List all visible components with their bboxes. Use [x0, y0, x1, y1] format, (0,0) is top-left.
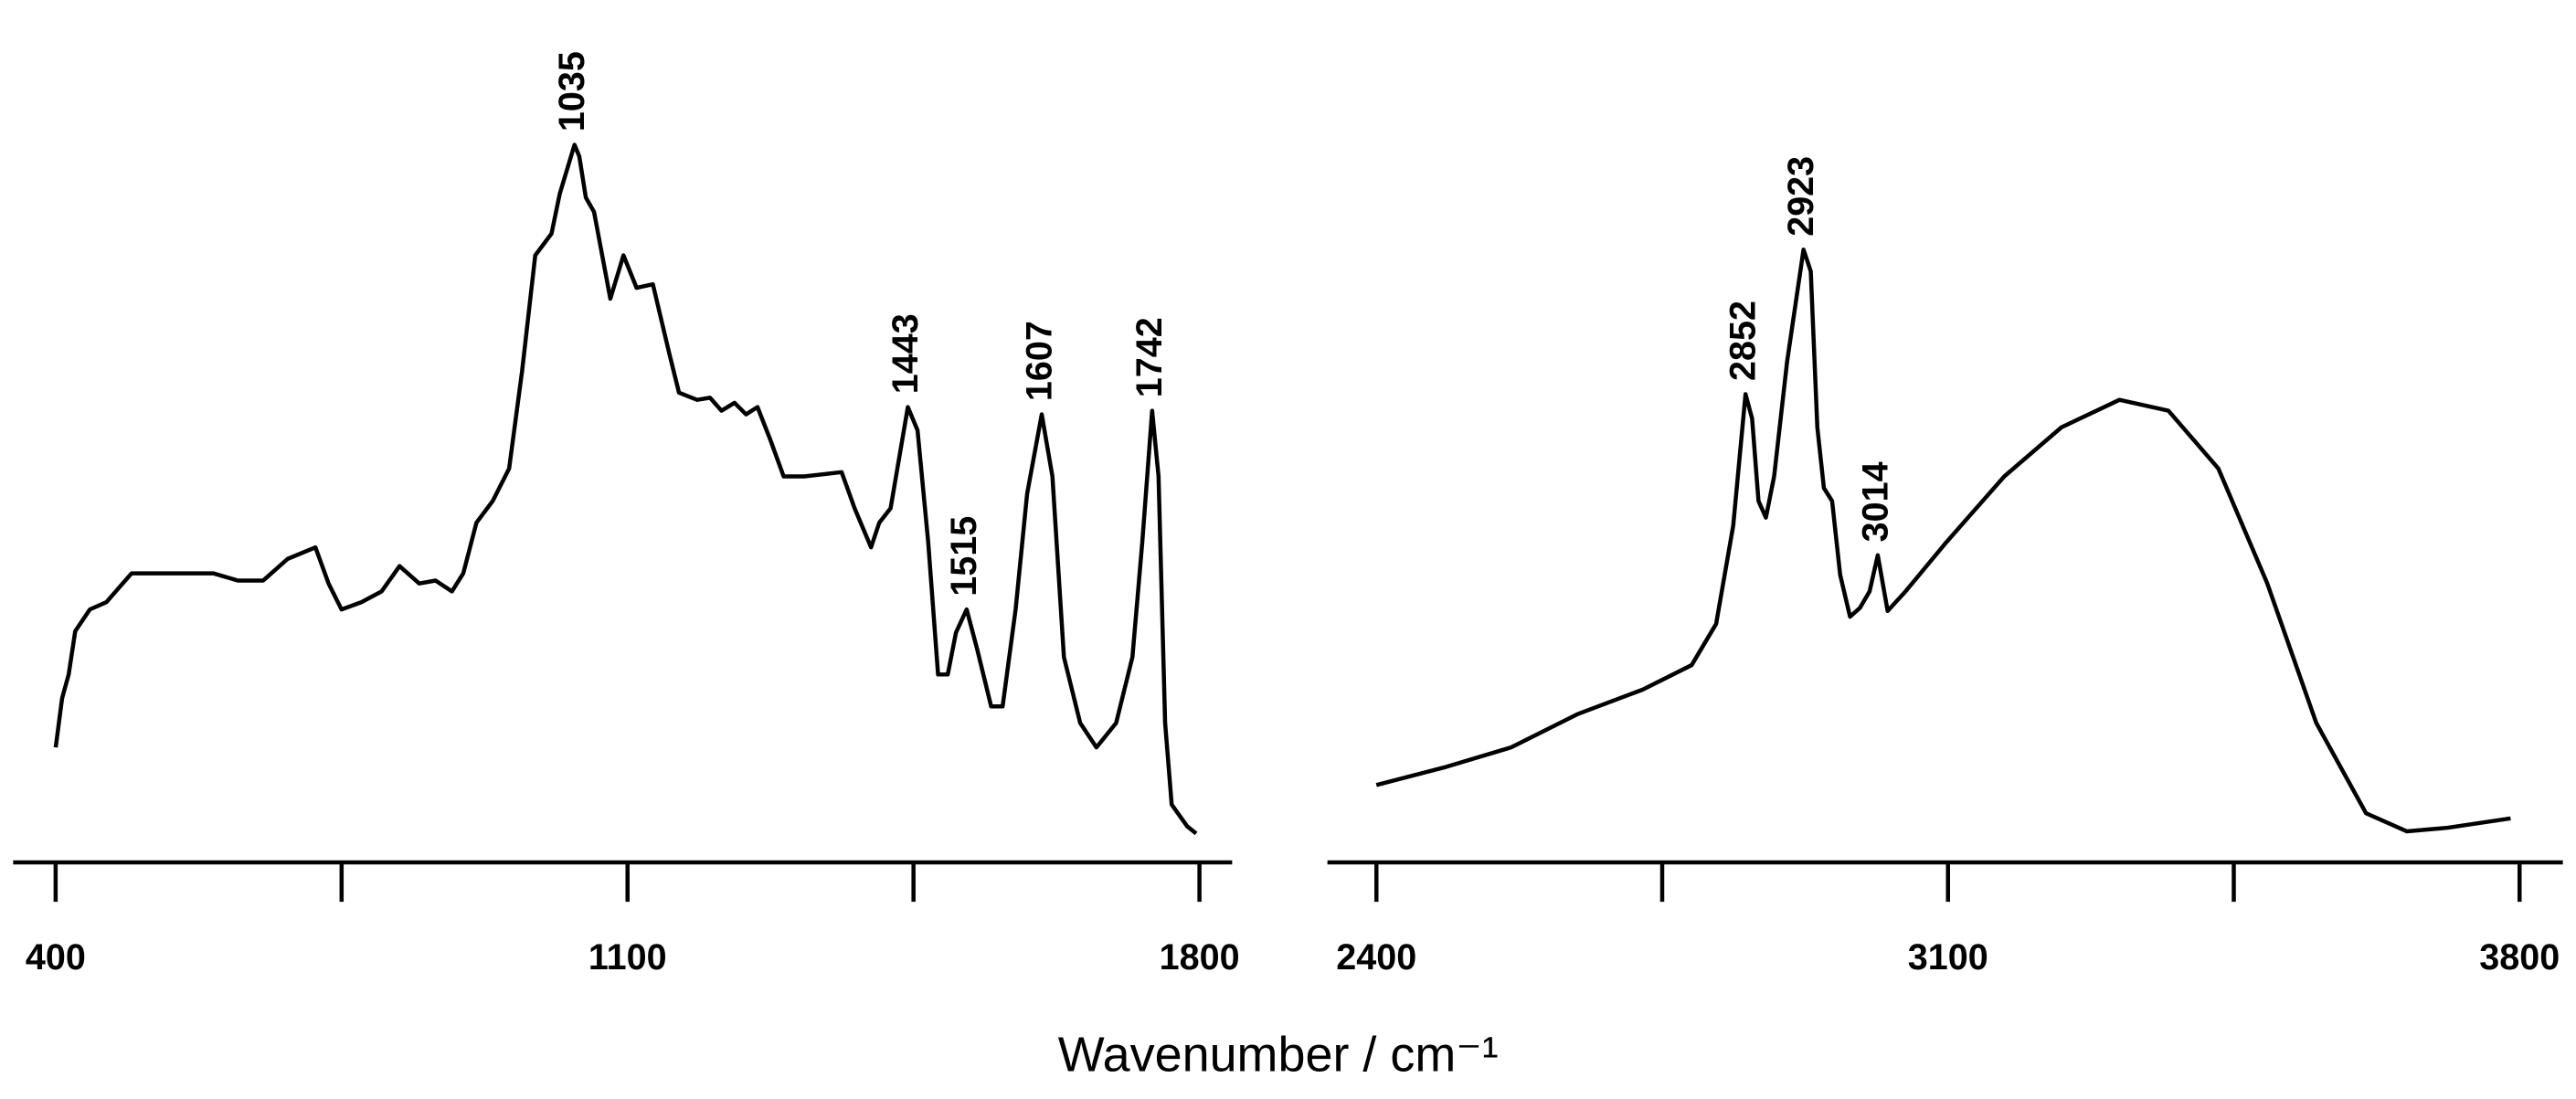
- spectrum-line: [1375, 247, 2511, 834]
- peak-label: 1607: [1020, 321, 1060, 401]
- spectrum-line: [53, 143, 1198, 836]
- x-tick-label: 2400: [1336, 937, 1416, 977]
- x-axis-title: Wavenumber / cm⁻¹: [1058, 1027, 1499, 1082]
- peak-label: 3014: [1855, 461, 1895, 542]
- x-tick-label: 3100: [1908, 937, 1988, 977]
- peak-label: 1443: [885, 313, 926, 394]
- x-tick-label: 1100: [588, 937, 667, 977]
- peak-label: 1515: [944, 516, 984, 597]
- peak-label: 2923: [1781, 156, 1821, 237]
- x-tick-label: 3800: [2479, 937, 2560, 977]
- peak-label: 1742: [1129, 317, 1170, 397]
- peak-label: 1035: [552, 51, 592, 132]
- x-tick-label: 400: [26, 937, 86, 977]
- peak-label: 2852: [1723, 301, 1764, 381]
- x-tick-label: 1800: [1160, 937, 1240, 977]
